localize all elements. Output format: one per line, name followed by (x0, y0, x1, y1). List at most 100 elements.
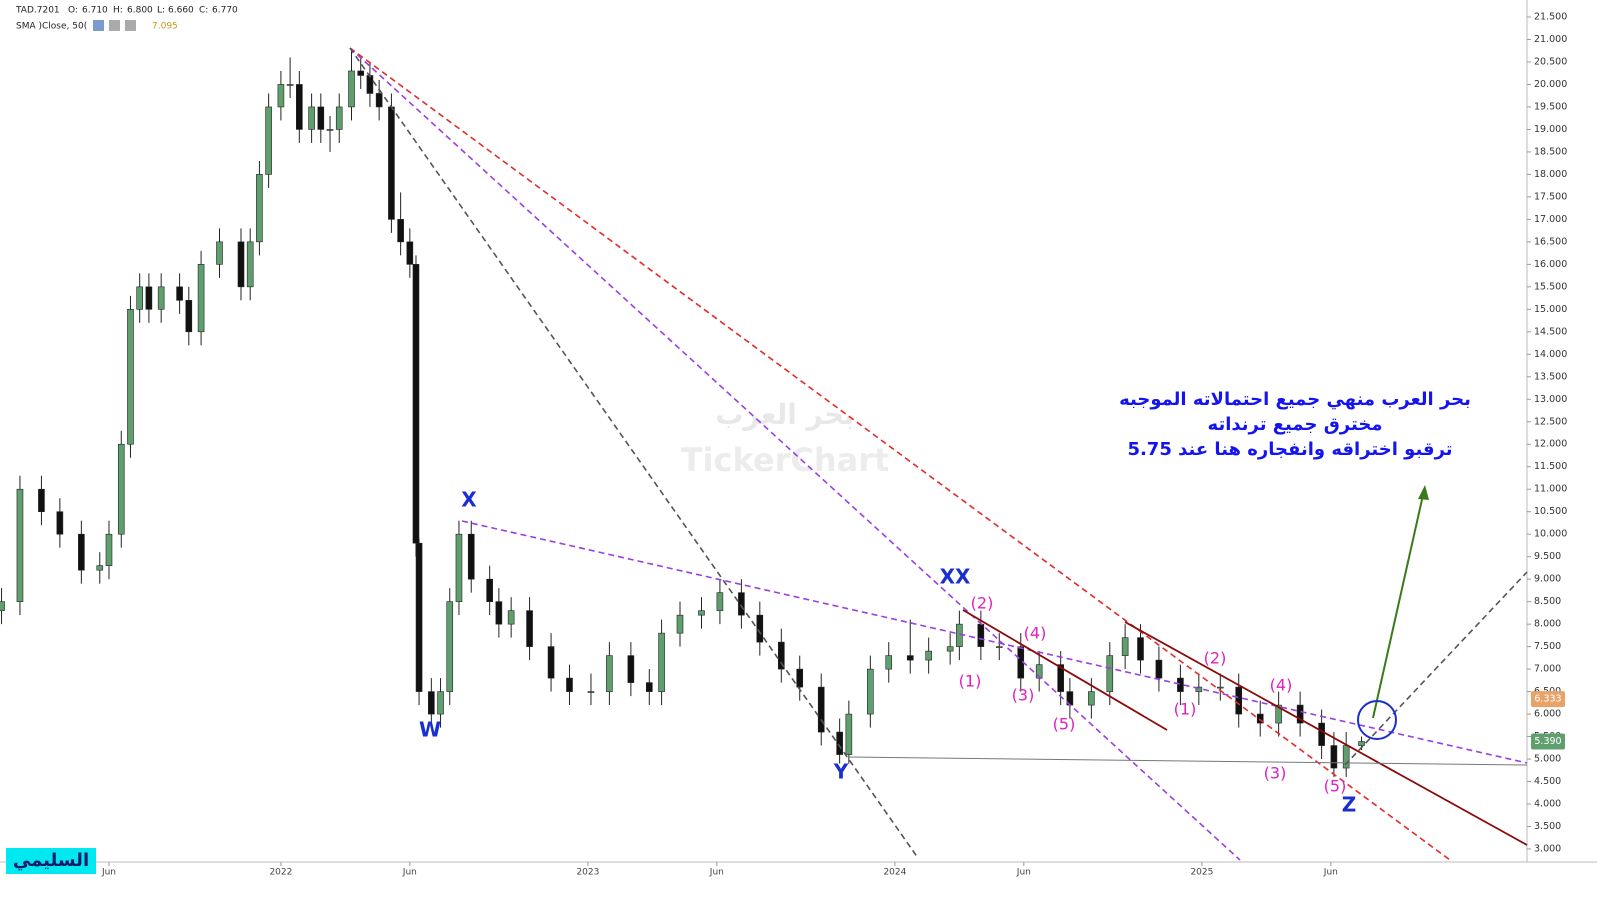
candle-body (265, 106, 272, 175)
subwave-label: (3) (1264, 764, 1287, 783)
candle-body (105, 533, 113, 566)
candle-body (495, 601, 503, 625)
indicator-value: 7.095 (152, 22, 178, 32)
candle-body (1177, 677, 1184, 692)
candle-body (56, 511, 64, 535)
candle-body (96, 565, 104, 571)
candle-body (526, 610, 533, 647)
icon[interactable] (109, 20, 120, 31)
y-tick-label: 21.000 (1534, 34, 1567, 45)
y-tick-label: 13.000 (1534, 394, 1567, 405)
candle-body (698, 610, 705, 616)
y-tick-label: 4.500 (1534, 776, 1561, 787)
y-tick-label: 4.000 (1534, 799, 1561, 810)
candle-body (246, 241, 254, 288)
y-tick-label: 16.500 (1534, 236, 1567, 247)
price-tag-label: 5.390 (1534, 736, 1561, 747)
y-tick-label: 16.000 (1534, 259, 1567, 270)
symbol: TAD.7201 (15, 6, 60, 16)
candle-body (136, 286, 143, 310)
x-tick-label: Jun (1016, 868, 1031, 878)
y-tick-label: 9.000 (1534, 574, 1561, 585)
ohlc-label: L: (157, 6, 165, 16)
y-tick-label: 19.000 (1534, 124, 1567, 135)
candle-body (467, 533, 475, 580)
candle-body (1155, 659, 1163, 679)
drawings (349, 47, 1528, 861)
candle-body (176, 286, 183, 301)
candles (0, 48, 1365, 778)
candle-body (1088, 691, 1095, 706)
x-tick-label: 2024 (883, 868, 906, 878)
y-tick-label: 17.500 (1534, 191, 1567, 202)
icon[interactable] (93, 20, 104, 31)
candle-body (375, 93, 383, 108)
y-tick-label: 14.500 (1534, 326, 1567, 337)
candle-body (185, 300, 193, 333)
icon[interactable] (125, 20, 136, 31)
candle-body (428, 691, 435, 715)
candle-body (317, 106, 325, 130)
y-tick-label: 20.500 (1534, 56, 1567, 67)
candle-body (415, 542, 423, 692)
candle-body (956, 623, 963, 647)
candle-body (397, 219, 404, 243)
watermark-text: بحر العرب (715, 398, 854, 431)
candle-body (406, 241, 414, 265)
candle-body (778, 641, 785, 670)
candle-body (437, 691, 444, 715)
subwave-label: (2) (971, 594, 994, 613)
subwave-label: (2) (1204, 649, 1227, 668)
y-tick-label: 7.500 (1534, 641, 1561, 652)
candle-body (237, 241, 245, 288)
candle-body (845, 713, 853, 755)
indicator-name: SMA )Close, 50( (16, 22, 87, 32)
candle-body (1330, 745, 1338, 769)
candle-body (645, 682, 653, 692)
wave-label: Y (833, 760, 849, 784)
y-tick-label: 6.000 (1534, 709, 1561, 720)
candle-body (946, 646, 954, 652)
candle-body (867, 668, 874, 715)
y-tick-label: 8.000 (1534, 619, 1561, 630)
candle-body (145, 286, 153, 310)
wave-label: X (461, 488, 477, 512)
trend-line (461, 520, 1528, 764)
support-line (847, 756, 1528, 766)
candle-body (1275, 704, 1282, 724)
y-tick-label: 21.500 (1534, 12, 1567, 23)
x-tick-label: 2022 (269, 868, 292, 878)
candle-body (1121, 637, 1129, 656)
candle-body (925, 650, 932, 661)
candle-body (326, 129, 334, 131)
ohlc-value: 6.800 (127, 6, 153, 16)
y-tick-label: 5.000 (1534, 754, 1561, 765)
subwave-label: (1) (1174, 700, 1197, 719)
ohlc-label: C: (199, 6, 208, 16)
candle-body (286, 84, 294, 86)
subwave-label: (5) (1324, 777, 1347, 796)
candle-body (885, 655, 893, 670)
trend-line (349, 47, 1451, 861)
y-tick-label: 17.000 (1534, 214, 1567, 225)
candle-body (1296, 704, 1304, 724)
axes: 3.0003.5004.0004.5005.0005.5006.0006.500… (101, 12, 1567, 878)
candle-body (1256, 713, 1264, 724)
candle-body (197, 264, 205, 333)
y-tick-label: 12.000 (1534, 439, 1567, 450)
candle-body (716, 592, 724, 611)
ohlc-value: 6.710 (82, 6, 108, 16)
candle-body (547, 646, 555, 679)
annotation: بحر العرب منهي جميع احتمالاته الموجبه (1119, 389, 1471, 410)
y-tick-label: 20.000 (1534, 79, 1567, 90)
y-tick-label: 14.000 (1534, 349, 1567, 360)
annotation: ترقبو اختراقه وانفجاره هنا عند 5.75 (1127, 439, 1452, 460)
candle-body (507, 610, 515, 625)
ohlc-value: 6.660 (168, 6, 194, 16)
candle-body (756, 614, 764, 643)
candle-body (366, 75, 374, 94)
subwave-label: (3) (1012, 686, 1035, 705)
candle-body (1217, 686, 1224, 689)
y-tick-label: 8.500 (1534, 596, 1561, 607)
y-tick-label: 11.000 (1534, 484, 1567, 495)
